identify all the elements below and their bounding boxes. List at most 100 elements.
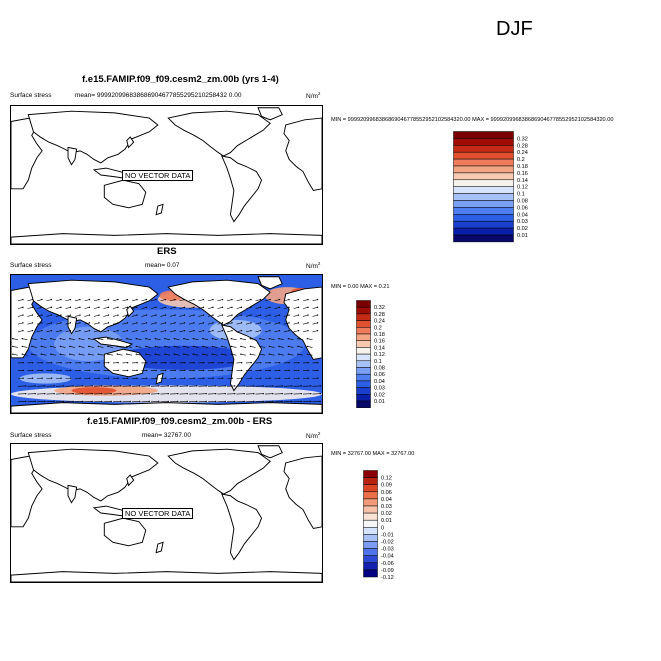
- stress-vector: [164, 353, 171, 356]
- stress-vector-head: [110, 385, 112, 387]
- stress-vector-head: [234, 392, 236, 395]
- stress-vector-head: [120, 400, 122, 403]
- stress-vector: [288, 353, 294, 356]
- stress-vector-head: [135, 353, 138, 355]
- stress-vector-head: [60, 314, 62, 316]
- stress-vector-head: [316, 362, 319, 364]
- stress-vector: [126, 353, 133, 356]
- landmass: [220, 493, 263, 561]
- stress-vector-head: [262, 392, 264, 395]
- stress-vector-head: [240, 369, 243, 372]
- stress-vector-head: [221, 337, 223, 340]
- stress-vector: [22, 353, 28, 356]
- stress-vector-head: [202, 362, 205, 364]
- colorbar-swatch: [356, 353, 371, 362]
- colorbar-swatch: [356, 387, 371, 395]
- stress-vector-head: [249, 353, 252, 355]
- colorbar-swatch: [453, 172, 514, 181]
- stress-vector-head: [221, 306, 224, 309]
- stress-vector-head: [69, 306, 72, 309]
- stress-vector-head: [41, 306, 43, 309]
- stress-vector: [84, 322, 90, 325]
- stress-vector-head: [69, 369, 72, 372]
- stress-vector-head: [98, 362, 100, 364]
- stress-vector: [84, 307, 90, 309]
- stress-vector-head: [59, 353, 62, 355]
- stress-vector-head: [202, 345, 204, 348]
- stress-vector-head: [60, 298, 62, 301]
- stress-vector-head: [183, 377, 186, 379]
- colorbar-swatch: [453, 151, 514, 160]
- stress-vector-head: [91, 400, 93, 403]
- stress-vector-head: [186, 385, 188, 387]
- stress-vector-head: [72, 385, 74, 387]
- stress-vector-head: [44, 392, 46, 395]
- stress-vector-head: [297, 314, 300, 316]
- stress-contour: [114, 345, 253, 370]
- stress-vector-head: [230, 345, 233, 348]
- stress-vector-head: [297, 345, 299, 348]
- colorbar-swatch: [453, 234, 514, 243]
- stress-vector: [122, 314, 128, 317]
- stress-vector-head: [69, 322, 72, 324]
- stress-vector-head: [183, 337, 185, 340]
- panel1-title: f.e15.FAMIP.f09_f09.cesm2_zm.00b (yrs 1-…: [82, 74, 279, 85]
- colorbar-swatch: [356, 300, 371, 308]
- stress-vector-head: [243, 392, 245, 395]
- stress-vector-head: [221, 329, 224, 332]
- stress-vector-head: [117, 298, 119, 301]
- stress-vector-head: [145, 345, 147, 348]
- stress-vector-head: [78, 337, 81, 340]
- stress-vector-head: [158, 392, 160, 395]
- stress-vector: [93, 322, 100, 325]
- stress-vector: [188, 299, 195, 302]
- landmass: [27, 110, 159, 164]
- panel1-field: Surface stress: [10, 92, 52, 99]
- stress-vector-head: [31, 329, 34, 332]
- stress-vector: [302, 322, 309, 325]
- colorbar-tick-label: 0.12: [374, 352, 385, 358]
- stress-vector: [179, 314, 185, 317]
- stress-vector-head: [224, 400, 226, 403]
- stress-vector: [55, 330, 62, 333]
- stress-vector: [278, 353, 285, 356]
- colorbar-swatch: [356, 380, 371, 388]
- colorbar-tick-label: 0.12: [517, 185, 528, 191]
- stress-vector-head: [24, 392, 27, 395]
- colorbar-tick-label: 0.02: [374, 392, 385, 398]
- colorbar-tick-label: 0.16: [374, 339, 385, 345]
- stress-vector: [236, 314, 242, 317]
- stress-vector-head: [288, 306, 290, 309]
- stress-vector-head: [278, 322, 281, 324]
- stress-vector-head: [297, 298, 300, 301]
- stress-vector-head: [60, 377, 62, 379]
- stress-vector: [179, 307, 185, 309]
- stress-vector-head: [164, 345, 166, 348]
- stress-vector: [107, 353, 113, 356]
- stress-vector-head: [231, 377, 233, 379]
- stress-vector: [198, 314, 204, 317]
- stress-vector: [131, 307, 138, 309]
- stress-vector-head: [230, 337, 233, 340]
- colorbar-tick-label: 0.28: [517, 143, 528, 149]
- stress-vector-head: [196, 385, 198, 387]
- colorbar-swatch: [356, 394, 371, 402]
- stress-vector-head: [221, 377, 224, 379]
- stress-vector: [217, 322, 223, 325]
- stress-vector-head: [300, 392, 302, 395]
- colorbar-swatch: [356, 367, 371, 375]
- stress-vector-head: [193, 322, 195, 324]
- stress-vector-head: [91, 385, 93, 387]
- stress-vector: [122, 307, 128, 309]
- stress-vector: [207, 299, 214, 302]
- landmass: [155, 372, 164, 385]
- stress-vector: [312, 307, 318, 309]
- stress-vector-head: [69, 329, 72, 332]
- stress-vector: [193, 338, 199, 340]
- stress-vector-head: [278, 345, 280, 348]
- stress-vector: [17, 307, 23, 309]
- stress-vector: [46, 314, 52, 317]
- colorbar-swatch: [363, 534, 378, 542]
- stress-vector-head: [88, 298, 91, 301]
- stress-vector: [12, 346, 18, 348]
